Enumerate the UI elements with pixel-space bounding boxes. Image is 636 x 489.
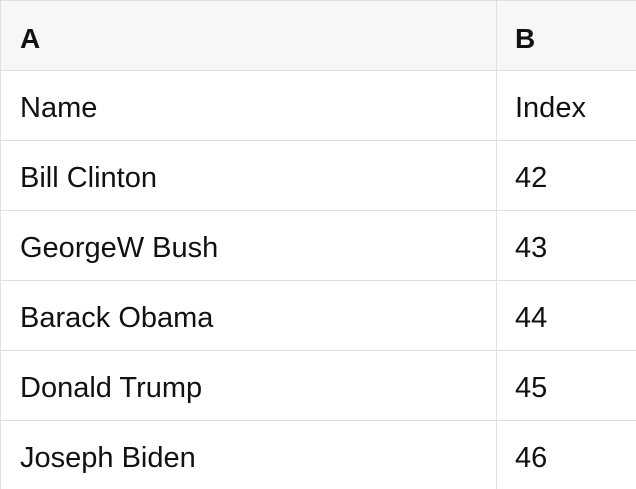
table-row: Bill Clinton 42: [1, 141, 636, 211]
column-header-b[interactable]: B: [515, 22, 536, 54]
cell-A5[interactable]: Donald Trump: [1, 351, 497, 420]
cell-A6[interactable]: Joseph Biden: [1, 421, 497, 489]
table-row: Barack Obama 44: [1, 281, 636, 351]
cell-B3[interactable]: 43: [515, 232, 548, 264]
cell-B6[interactable]: 46: [515, 442, 548, 474]
column-header-row: A B: [1, 1, 636, 71]
cell-B4[interactable]: 44: [515, 302, 548, 334]
column-header-a[interactable]: A: [1, 1, 497, 70]
table-row: Joseph Biden 46: [1, 421, 636, 489]
cell-B5[interactable]: 45: [515, 372, 548, 404]
table-row: GeorgeW Bush 43: [1, 211, 636, 281]
table-row: Name Index: [1, 71, 636, 141]
cell-B2[interactable]: 42: [515, 162, 548, 194]
table-row: Donald Trump 45: [1, 351, 636, 421]
cell-A4[interactable]: Barack Obama: [1, 281, 497, 350]
cell-A1[interactable]: Name: [1, 71, 497, 140]
cell-A2[interactable]: Bill Clinton: [1, 141, 497, 210]
cell-A3[interactable]: GeorgeW Bush: [1, 211, 497, 280]
cell-B1[interactable]: Index: [515, 92, 586, 124]
